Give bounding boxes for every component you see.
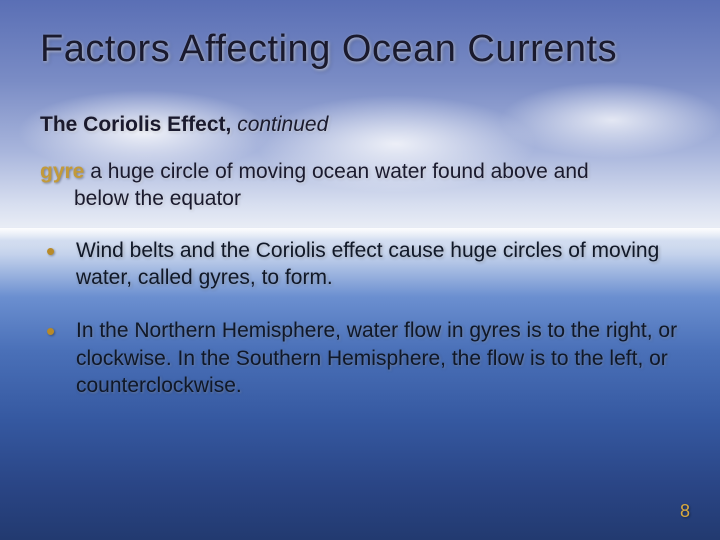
list-item: In the Northern Hemisphere, water flow i… — [40, 317, 680, 399]
definition-term: gyre — [40, 160, 84, 183]
bullet-list: Wind belts and the Coriolis effect cause… — [40, 237, 680, 399]
definition-text-line2: below the equator — [40, 186, 680, 213]
definition: gyre a huge circle of moving ocean water… — [40, 159, 680, 213]
page-number: 8 — [680, 501, 690, 522]
slide-content: Factors Affecting Ocean Currents The Cor… — [40, 28, 680, 399]
subtitle-bold: The Coriolis Effect, — [40, 113, 231, 136]
list-item: Wind belts and the Coriolis effect cause… — [40, 237, 680, 292]
slide: Factors Affecting Ocean Currents The Cor… — [0, 0, 720, 540]
page-title: Factors Affecting Ocean Currents — [40, 28, 680, 71]
subtitle: The Coriolis Effect, continued — [40, 113, 680, 137]
subtitle-italic: continued — [231, 113, 328, 136]
definition-text-line1: a huge circle of moving ocean water foun… — [84, 160, 588, 183]
